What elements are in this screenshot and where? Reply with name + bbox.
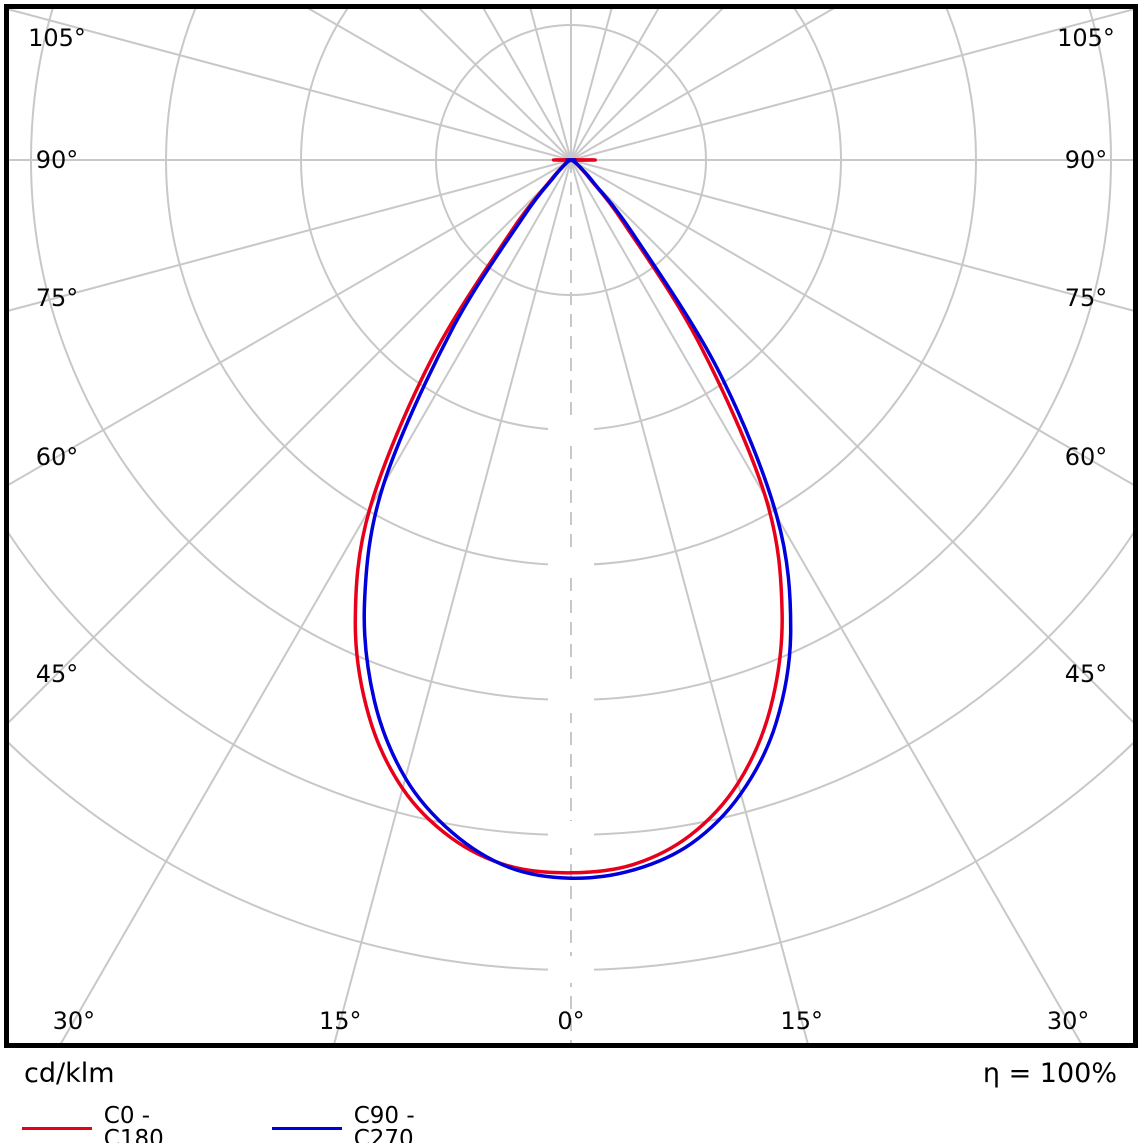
grid-radial-line <box>333 159 572 1043</box>
grid-radial-line <box>482 9 572 161</box>
grid-radial-line <box>570 159 1133 724</box>
ring-value-box <box>548 956 594 983</box>
legend-label: C0 - C180 <box>103 1103 164 1143</box>
polar-plot-canvas <box>9 9 1133 1043</box>
grid-radial-line <box>9 159 572 724</box>
legend-line-swatch <box>22 1126 92 1130</box>
intensity-curve-C0-C180 <box>353 158 784 875</box>
intensity-curve-C90-C270 <box>362 158 793 880</box>
grid-radial-line <box>60 159 572 1043</box>
grid-radial-line <box>9 159 572 486</box>
legend-item: C90 - C270 <box>271 1103 478 1143</box>
ring-value-box <box>548 686 594 713</box>
grid-radial-line <box>570 9 1133 161</box>
grid-radial-line <box>418 9 572 161</box>
legend-line-swatch <box>271 1126 342 1130</box>
grid-radial-line <box>570 159 1082 1043</box>
ring-value-box <box>548 551 594 578</box>
legend-item: C0 - C180 <box>22 1105 214 1143</box>
ring-value-box <box>548 416 594 443</box>
grid-radial-line <box>307 9 572 161</box>
legend: C0 - C180 C90 - C270 <box>0 1099 478 1143</box>
legend-label: C90 - C270 <box>353 1103 415 1143</box>
grid-radial-line <box>570 159 1133 312</box>
grid-radial-line <box>570 9 835 161</box>
grid-radial-line <box>9 9 572 161</box>
grid-radial-line <box>570 9 613 161</box>
ring-value-box <box>548 821 594 848</box>
footer-top-row: cd/klm η = 100% <box>0 1053 1143 1089</box>
grid-radial-line <box>9 159 572 312</box>
unit-label: cd/klm <box>24 1058 115 1089</box>
grid-radial-line <box>529 9 572 161</box>
grid-radial-line <box>570 159 809 1043</box>
efficiency-label: η = 100% <box>982 1058 1117 1089</box>
grid-radial-line <box>570 159 1133 486</box>
footer: cd/klm η = 100% C0 - C180 C90 - C270 <box>0 1053 1143 1143</box>
